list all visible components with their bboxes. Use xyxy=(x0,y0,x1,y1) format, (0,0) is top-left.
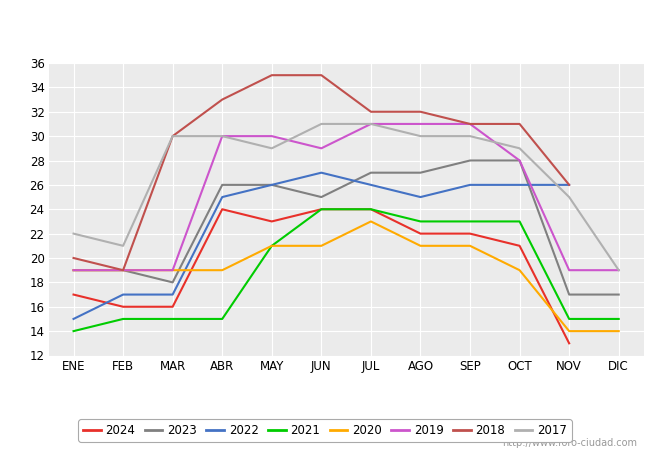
Text: Afiliados en Boadilla del Camino a 30/11/2024: Afiliados en Boadilla del Camino a 30/11… xyxy=(149,22,501,37)
Legend: 2024, 2023, 2022, 2021, 2020, 2019, 2018, 2017: 2024, 2023, 2022, 2021, 2020, 2019, 2018… xyxy=(78,419,572,442)
Text: http://www.foro-ciudad.com: http://www.foro-ciudad.com xyxy=(502,438,637,448)
